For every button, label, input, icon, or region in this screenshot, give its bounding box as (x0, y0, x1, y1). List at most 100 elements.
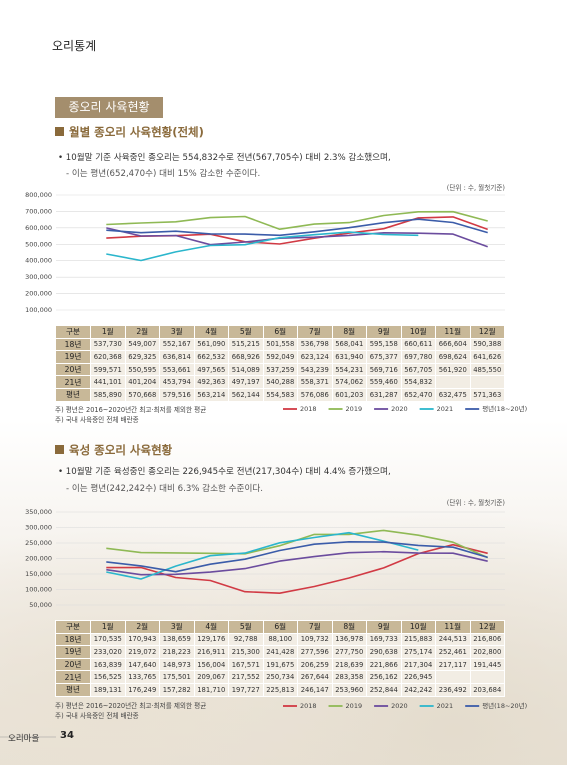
bullet-text: • 10월말 기준 육성중인 종오리는 226,945수로 전년(217,304… (58, 467, 391, 477)
legend-label: 2019 (346, 702, 363, 710)
table-cell: 554,832 (400, 375, 436, 389)
data-table: 구분 1월 2월 3월 4월 5월 6월 7월 8월 9월 10월 11월 12월 18년 537,730 5… (55, 325, 505, 402)
row-label: 평년 (55, 682, 91, 697)
legend-label: 평년(18~20년) (482, 701, 527, 710)
series-line (106, 218, 488, 237)
legend-label: 2021 (437, 702, 454, 710)
month-header: 5월 (228, 325, 264, 339)
table-cell: 579,516 (159, 387, 195, 402)
table-cell: 571,363 (469, 387, 505, 402)
table-cell: 203,684 (469, 682, 505, 697)
table-cell: 217,552 (228, 670, 264, 684)
table-cell (469, 670, 505, 684)
series-line (106, 543, 488, 594)
table-cell: 148,973 (159, 657, 195, 672)
legend-label: 2018 (300, 405, 317, 413)
y-tick-label: 200,000 (25, 290, 52, 298)
y-tick-label: 300,000 (25, 524, 52, 532)
table-cell: 156,004 (193, 657, 229, 672)
table-cell: 217,117 (435, 657, 471, 672)
table-cell: 256,162 (366, 670, 402, 684)
table-cell (435, 670, 471, 684)
table-cell: 216,806 (469, 632, 505, 647)
table-cell: 250,734 (262, 670, 298, 684)
table-cell: 129,176 (193, 632, 229, 647)
table-cell: 236,492 (435, 682, 471, 697)
unit-label: (단위 : 수, 월첫기준) (446, 184, 505, 192)
table-row: 21년 441,101 401,204 453,794 492,363 497,197 54… (55, 375, 505, 389)
month-header: 8월 (331, 620, 367, 634)
month-header: 1월 (90, 620, 126, 634)
row-label: 21년 (55, 375, 91, 389)
month-header: 6월 (262, 620, 298, 634)
month-header: 7월 (297, 325, 333, 339)
table-cell: 225,813 (262, 682, 298, 697)
table-cell: 569,716 (366, 362, 402, 377)
table-row: 19년 233,020 219,072 218,223 216,911 215,300 24… (55, 645, 505, 659)
table-cell: 209,067 (193, 670, 229, 684)
table-row: 20년 599,571 550,595 553,661 497,565 514,089 53… (55, 362, 505, 377)
table-cell: 252,461 (435, 645, 471, 659)
table-cell: 181,710 (193, 682, 229, 697)
month-header: 4월 (193, 620, 229, 634)
table-cell: 567,705 (400, 362, 436, 377)
row-label: 20년 (55, 657, 91, 672)
table-cell: 147,640 (124, 657, 160, 672)
table-cell: 233,020 (90, 645, 126, 659)
table-cell: 241,428 (262, 645, 298, 659)
table-cell: 552,167 (159, 337, 195, 352)
table-cell: 553,661 (159, 362, 195, 377)
table-cell: 554,231 (331, 362, 367, 377)
month-header: 2월 (124, 620, 160, 634)
table-cell: 629,325 (124, 350, 160, 364)
row-label: 18년 (55, 632, 91, 647)
series-line (106, 531, 419, 580)
table-cell: 138,659 (159, 632, 195, 647)
y-tick-label: 100,000 (25, 306, 52, 314)
table-row: 19년 620,368 629,325 636,814 662,532 668,926 59… (55, 350, 505, 364)
series-line (106, 210, 488, 230)
table-cell: 92,788 (228, 632, 264, 647)
table-cell: 218,223 (159, 645, 195, 659)
table-cell: 562,144 (228, 387, 264, 402)
month-header: 5월 (228, 620, 264, 634)
table-corner: 구분 (55, 620, 91, 634)
section-title: 종오리 사육현황 (55, 97, 163, 118)
table-cell: 554,583 (262, 387, 298, 402)
unit-label: (단위 : 수, 월첫기준) (446, 499, 505, 507)
table-cell: 601,203 (331, 387, 367, 402)
y-tick-label: 200,000 (25, 555, 52, 563)
table-cell: 191,445 (469, 657, 505, 672)
legend-label: 평년(18~20년) (482, 404, 527, 413)
data-table: 구분 1월 2월 3월 4월 5월 6월 7월 8월 9월 10월 11월 12월 18년 170,535 1… (55, 620, 505, 697)
table-cell: 290,638 (366, 645, 402, 659)
sub-text: - 이는 평년(652,470수) 대비 15% 감소한 수준이다. (66, 169, 261, 179)
table-cell: 275,174 (400, 645, 436, 659)
table-cell: 631,287 (366, 387, 402, 402)
month-header: 2월 (124, 325, 160, 339)
table-cell: 226,945 (400, 670, 436, 684)
table-cell: 599,571 (90, 362, 126, 377)
table-cell: 156,525 (90, 670, 126, 684)
month-header: 11월 (435, 325, 471, 339)
table-cell: 590,388 (469, 337, 505, 352)
table-cell: 157,282 (159, 682, 195, 697)
table-cell: 277,750 (331, 645, 367, 659)
table-cell: 246,147 (297, 682, 333, 697)
table-cell: 497,565 (193, 362, 229, 377)
table-cell: 537,730 (90, 337, 126, 352)
table-corner: 구분 (55, 325, 91, 339)
table-cell: 558,371 (297, 375, 333, 389)
table-cell: 133,765 (124, 670, 160, 684)
table-cell: 666,604 (435, 337, 471, 352)
note: 주) 평년은 2016~2020년간 최고·최저를 제외한 평균 (55, 702, 207, 710)
month-header: 1월 (90, 325, 126, 339)
table-cell (435, 375, 471, 389)
table-cell: 561,920 (435, 362, 471, 377)
month-header: 3월 (159, 325, 195, 339)
table-cell: 668,926 (228, 350, 264, 364)
table-cell: 585,890 (90, 387, 126, 402)
note: 주) 평년은 2016~2020년간 최고·최저를 제외한 평균 (55, 406, 207, 414)
table-cell: 574,062 (331, 375, 367, 389)
